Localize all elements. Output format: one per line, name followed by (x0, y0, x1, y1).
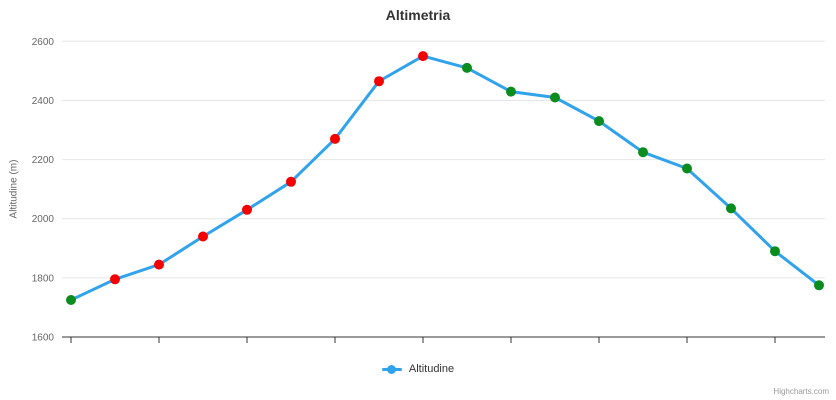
data-point-marker[interactable] (154, 259, 164, 270)
chart-title: Altimetria (385, 7, 451, 23)
y-tick-label: 2200 (32, 155, 55, 166)
y-tick-label: 1600 (32, 333, 55, 344)
data-point-marker[interactable] (66, 295, 76, 305)
highcharts-credit[interactable]: Highcharts.com (773, 387, 829, 396)
data-point-marker[interactable] (814, 280, 824, 291)
data-point-marker[interactable] (682, 163, 692, 174)
legend-label: Altitudine (408, 363, 455, 375)
data-point-marker[interactable] (198, 231, 208, 242)
data-point-marker[interactable] (726, 203, 736, 214)
data-point-marker[interactable] (286, 176, 296, 187)
legend-line-marker-icon (381, 363, 402, 375)
data-point-marker[interactable] (550, 92, 560, 103)
data-point-marker[interactable] (462, 62, 472, 73)
y-tick-label: 2600 (32, 37, 55, 48)
legend-dot (387, 364, 397, 374)
series-line (69, 54, 821, 302)
data-point-marker[interactable] (770, 246, 780, 257)
y-tick-label: 2000 (32, 214, 55, 225)
data-point-marker[interactable] (418, 51, 428, 62)
data-point-marker[interactable] (594, 116, 604, 127)
y-tick-label: 2400 (32, 96, 55, 107)
y-tick-label: 1800 (32, 273, 55, 284)
data-point-marker[interactable] (242, 204, 252, 215)
data-point-marker[interactable] (110, 274, 120, 285)
data-point-marker[interactable] (330, 133, 340, 144)
legend-item-altitudine[interactable]: Altitudine (0, 363, 836, 375)
data-point-marker[interactable] (506, 86, 516, 97)
data-point-marker[interactable] (638, 147, 648, 158)
data-point-marker[interactable] (374, 76, 384, 87)
